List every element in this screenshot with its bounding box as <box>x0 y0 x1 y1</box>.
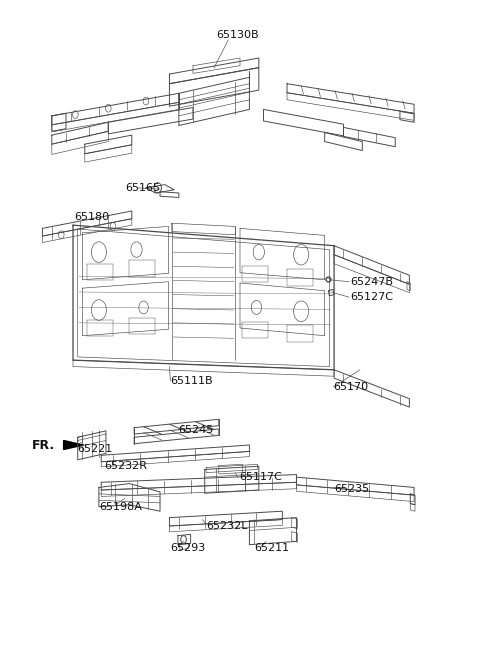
Text: FR.: FR. <box>32 438 55 451</box>
Text: 65232R: 65232R <box>105 461 147 471</box>
Text: 65235: 65235 <box>334 483 369 494</box>
Text: 65232L: 65232L <box>206 521 248 531</box>
Text: 65170: 65170 <box>333 382 368 392</box>
Text: 65165: 65165 <box>125 183 160 193</box>
Text: 65221: 65221 <box>78 444 113 454</box>
Text: 65293: 65293 <box>170 543 205 553</box>
Text: 65180: 65180 <box>74 213 109 222</box>
Text: 65245: 65245 <box>178 424 213 434</box>
Text: 65198A: 65198A <box>99 502 142 512</box>
Text: 65127C: 65127C <box>350 292 394 302</box>
Text: 65211: 65211 <box>254 543 289 553</box>
Text: 65117C: 65117C <box>239 472 282 482</box>
Text: 65247B: 65247B <box>350 277 394 287</box>
Polygon shape <box>63 441 84 449</box>
Text: 65130B: 65130B <box>216 30 259 41</box>
Text: 65111B: 65111B <box>170 376 213 386</box>
